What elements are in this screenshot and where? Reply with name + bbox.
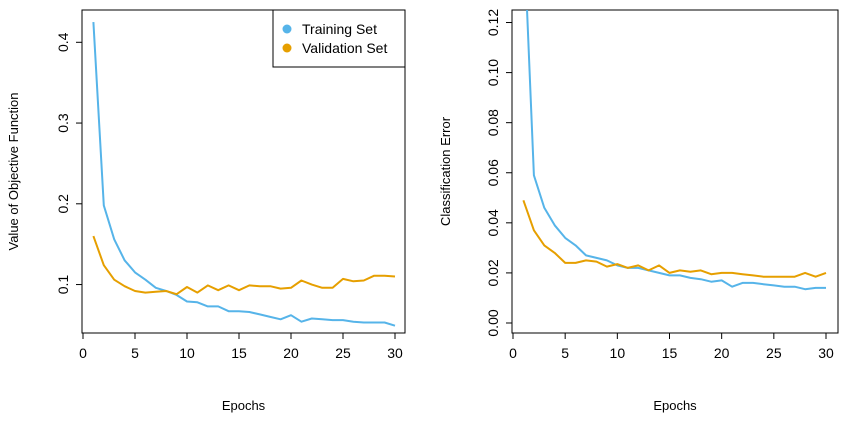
y-tick-label: 0.00 [485,309,501,336]
y-tick-label: 0.2 [55,194,71,214]
x-tick-label: 5 [131,345,139,361]
plot-frame [511,9,839,334]
series-line-training-set [92,22,396,327]
x-tick-label: 20 [714,345,730,361]
x-axis: 0 5 10 15 20 25 30 [79,332,403,361]
y-tick-label: 0.12 [485,9,501,36]
x-tick-label: 0 [79,345,87,361]
y-tick-label: 0.02 [485,259,501,286]
legend-label: Training Set [302,21,377,37]
x-tick-label: 10 [610,345,626,361]
classification-error-chart: 0 5 10 15 20 25 30Epochs0.000.020.040.060.080.… [438,9,839,413]
legend-marker [282,43,292,53]
x-axis: 0 5 10 15 20 25 30 [509,332,834,361]
series-line-validation-set [522,199,827,278]
y-tick-label: 0.06 [485,159,501,186]
x-tick-label: 10 [179,345,195,361]
x-tick-label: 30 [818,345,834,361]
y-tick-label: 0.04 [485,209,501,236]
x-tick-label: 25 [335,345,351,361]
x-tick-label: 30 [387,345,403,361]
y-tick-label: 0.1 [55,275,71,295]
x-tick-label: 20 [283,345,299,361]
x-tick-label: 15 [662,345,678,361]
objective-function-chart: 0 5 10 15 20 25 30 Epochs 0.1 0.2 0.3 0.4 Value of O… [6,9,406,413]
series-line-validation-set [92,235,396,296]
y-axis-label: Classification Error [438,116,453,226]
x-axis-label: Epochs [222,398,266,413]
series-group [92,22,396,327]
legend-box [272,9,406,68]
y-tick-label: 0.10 [485,59,501,86]
y-tick-label: 0.08 [485,109,501,136]
legend-marker [282,24,292,34]
x-tick-label: 15 [231,345,247,361]
y-axis-label: Value of Objective Function [6,92,21,250]
x-tick-label: 0 [509,345,517,361]
legend: Training Set Validation Set [272,9,406,68]
y-tick-label: 0.3 [55,113,71,133]
x-tick-label: 25 [766,345,782,361]
series-line-training-set [526,10,826,291]
y-axis: 0.00 0.02 0.04 0.06 0.08 0.10 0.12 [485,9,513,337]
y-axis: 0.1 0.2 0.3 0.4 [55,32,83,295]
x-axis-label: Epochs [653,398,697,413]
x-tick-label: 5 [561,345,569,361]
series-group [522,10,827,291]
legend-label: Validation Set [302,40,387,56]
y-tick-label: 0.4 [55,32,71,52]
